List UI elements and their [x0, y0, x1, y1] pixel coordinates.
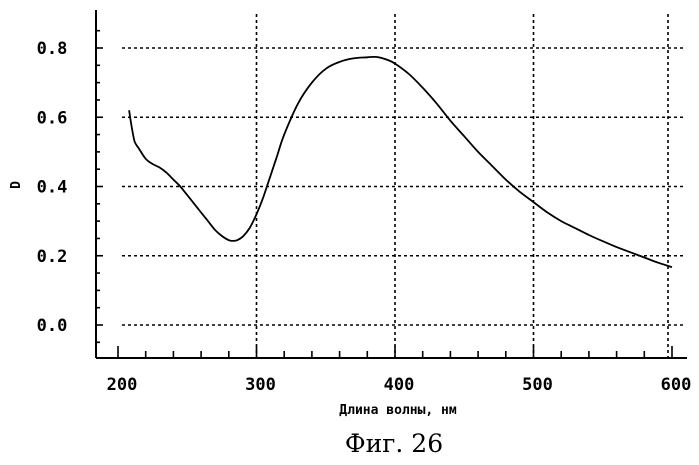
y-tick-label: 0.6: [37, 108, 68, 128]
tick-marks: [96, 31, 672, 358]
x-tick-label: 300: [245, 375, 276, 395]
grid-lines: [122, 14, 684, 358]
y-axis-label: D: [9, 181, 24, 189]
y-tick-label: 0.2: [37, 247, 68, 267]
x-tick-label: 400: [384, 375, 415, 395]
y-tick-label: 0.4: [37, 178, 68, 198]
y-tick-label: 0.8: [37, 39, 68, 59]
x-tick-label: 500: [522, 375, 553, 395]
figure-caption: Фиг. 26: [345, 429, 443, 458]
x-tick-label: 200: [107, 375, 138, 395]
spectrum-line: [129, 57, 672, 267]
x-tick-label: 600: [661, 375, 692, 395]
x-axis-label: Длина волны, нм: [339, 403, 457, 418]
series-layer: [129, 57, 672, 267]
tick-labels: 0.0 0.2 0.4 0.6 0.8 200 300 400 500 600: [37, 39, 692, 395]
y-tick-label: 0.0: [37, 316, 68, 336]
